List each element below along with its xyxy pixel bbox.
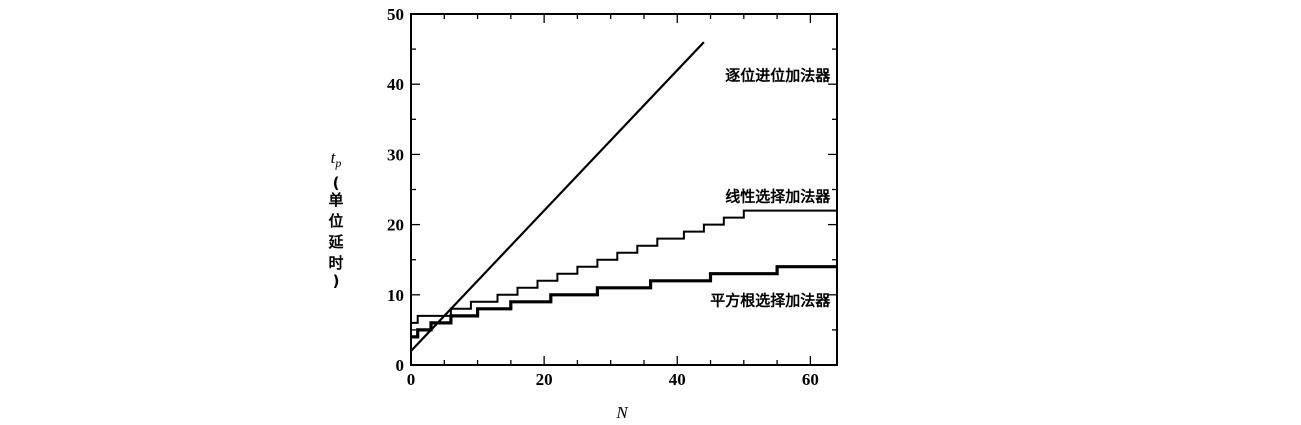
x-tick-label: 40 [669, 370, 686, 389]
y-axis-unit-char-1: 单 [328, 191, 343, 209]
axis-ticks: 0 20 40 60 0 10 20 30 40 50 [387, 5, 837, 389]
y-tick-label: 10 [387, 286, 404, 305]
y-axis-title: tp ( 单 位 延 时 ) [327, 148, 344, 290]
series-label-2: 线性选择加法器 [725, 187, 831, 205]
x-axis-title: N [615, 403, 629, 422]
x-tick-label: 0 [407, 370, 416, 389]
y-axis-symbol: tp [331, 148, 342, 170]
x-tick-label: 60 [802, 370, 819, 389]
y-axis-unit-char-2: 位 [328, 212, 343, 230]
series-line-1 [410, 41, 705, 352]
y-tick-label: 50 [387, 5, 404, 24]
x-tick-label: 20 [536, 370, 553, 389]
y-axis-unit-char-3: 延 [327, 233, 344, 251]
y-axis-unit-paren-open: ( [333, 174, 340, 192]
series-label-3: 平方根选择加法器 [710, 291, 831, 309]
y-tick-label: 30 [387, 145, 404, 164]
y-axis-unit-char-4: 时 [328, 254, 343, 272]
y-tick-label: 20 [387, 216, 404, 235]
y-axis-unit-paren-close: ) [333, 272, 340, 290]
series-line-2 [411, 209, 837, 324]
y-tick-label: 0 [396, 356, 405, 375]
series-line-3 [411, 265, 837, 339]
y-tick-label: 40 [387, 75, 404, 94]
series-label-1: 逐位进位加法器 [725, 67, 831, 85]
plot-series [410, 41, 837, 352]
